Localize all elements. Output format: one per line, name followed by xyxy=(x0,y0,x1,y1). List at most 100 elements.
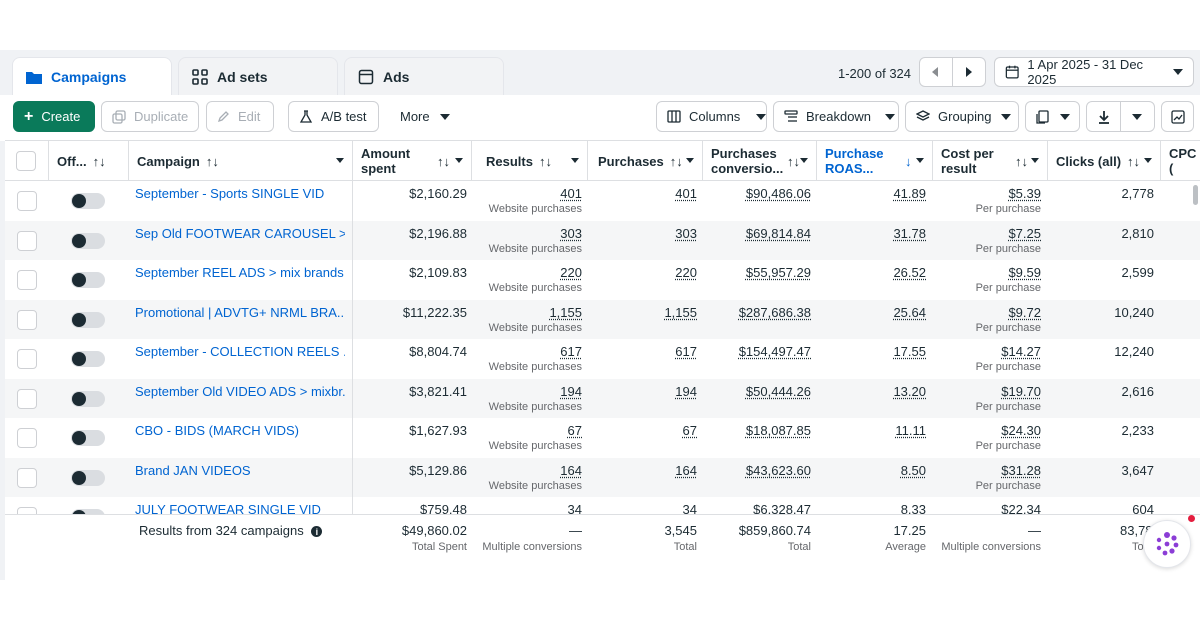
info-icon[interactable]: i xyxy=(311,526,323,538)
row-checkbox[interactable] xyxy=(17,428,37,448)
column-label: Clicks (all) xyxy=(1056,153,1122,169)
campaign-name-link[interactable]: Sep Old FOOTWEAR CAROUSEL > ... xyxy=(135,225,345,241)
campaign-name-link[interactable]: September Old VIDEO ADS > mixbr... xyxy=(135,383,345,399)
cell-results: 1,155 xyxy=(549,304,582,320)
toggle-knob xyxy=(72,312,86,327)
table-row[interactable]: September Old VIDEO ADS > mixbr... $3,821… xyxy=(5,378,1200,418)
campaign-name-link[interactable]: Brand JAN VIDEOS xyxy=(135,462,251,478)
campaign-name-link[interactable]: JULY FOOTWEAR SINGLE VID xyxy=(135,502,321,517)
export-button[interactable] xyxy=(1086,101,1155,132)
assistant-button[interactable] xyxy=(1143,520,1191,568)
cell-conv: $287,686.38 xyxy=(738,304,811,320)
charts-button[interactable] xyxy=(1161,101,1194,132)
notification-dot xyxy=(1188,515,1195,522)
cell-results: 303 xyxy=(560,225,582,241)
table-row[interactable]: September REEL ADS > mix brands $2,109.83… xyxy=(5,260,1200,300)
vertical-scrollbar[interactable] xyxy=(1193,185,1198,205)
total-cost-per-result: — xyxy=(1028,523,1041,538)
grouping-button[interactable]: Grouping xyxy=(905,101,1019,132)
cell-results-sublabel: Website purchases xyxy=(488,361,582,373)
next-page-button[interactable] xyxy=(952,57,986,87)
tab-ads[interactable]: Ads xyxy=(344,57,504,95)
table-row[interactable]: Promotional | ADVTG+ NRML BRA... $11,222.… xyxy=(5,299,1200,339)
campaign-toggle[interactable] xyxy=(71,351,105,367)
row-checkbox[interactable] xyxy=(17,191,37,211)
table-row[interactable]: September - COLLECTION REELS ... $8,804.7… xyxy=(5,339,1200,379)
ab-test-button[interactable]: A/B test xyxy=(288,101,379,132)
column-header-amount-spent[interactable]: Amount spent ↑↓ xyxy=(353,141,472,181)
chevron-down-icon xyxy=(1173,69,1183,75)
cell-conv: $6,328.47 xyxy=(753,502,811,517)
create-button[interactable]: + Create xyxy=(13,101,95,132)
cell-purchases: 617 xyxy=(675,344,697,359)
columns-icon xyxy=(667,110,681,123)
cell-cpr-sublabel: Per purchase xyxy=(975,282,1041,294)
column-header-off[interactable]: Off... ↑↓ xyxy=(49,141,129,181)
chevron-down-icon xyxy=(455,158,463,163)
date-range-picker[interactable]: 1 Apr 2025 - 31 Dec 2025 xyxy=(994,57,1194,87)
campaign-name-link[interactable]: September - COLLECTION REELS ... xyxy=(135,344,345,359)
cell-conv: $69,814.84 xyxy=(745,225,811,241)
columns-label: Columns xyxy=(689,109,741,124)
duplicate-button[interactable]: Duplicate xyxy=(101,101,199,132)
column-header-campaign[interactable]: Campaign ↑↓ xyxy=(129,141,353,181)
toggle-knob xyxy=(72,194,86,208)
campaign-toggle[interactable] xyxy=(71,390,105,407)
toggle-knob xyxy=(72,470,86,485)
table-header: Off... ↑↓ Campaign ↑↓ Amount spent ↑↓ Res… xyxy=(5,141,1200,181)
cell-spent: $1,627.93 xyxy=(409,423,467,438)
columns-button[interactable]: Columns xyxy=(656,101,767,132)
column-header-cost-per-result[interactable]: Cost per result ↑↓ xyxy=(933,141,1048,181)
edit-button[interactable]: Edit xyxy=(206,101,274,132)
column-header-results[interactable]: Results ↑↓ xyxy=(472,141,588,181)
row-checkbox[interactable] xyxy=(17,467,37,488)
row-checkbox[interactable] xyxy=(17,309,37,330)
flask-icon xyxy=(299,109,313,124)
row-checkbox[interactable] xyxy=(17,349,37,369)
campaign-toggle[interactable] xyxy=(71,193,105,209)
campaign-name-link[interactable]: CBO - BIDS (MARCH VIDS) xyxy=(135,423,299,438)
calendar-icon xyxy=(1005,65,1019,79)
table-row[interactable]: September - Sports SINGLE VID $2,160.29 40… xyxy=(5,181,1200,221)
campaign-toggle[interactable] xyxy=(71,272,105,288)
sort-icon: ↑↓ xyxy=(205,153,219,169)
cell-conv: $90,486.06 xyxy=(745,186,811,201)
date-range-label: 1 Apr 2025 - 31 Dec 2025 xyxy=(1027,57,1144,87)
select-all-checkbox[interactable] xyxy=(16,151,36,171)
pencil-icon xyxy=(217,110,230,123)
campaign-name-link[interactable]: Promotional | ADVTG+ NRML BRA... xyxy=(135,304,345,320)
column-header-purchases[interactable]: Purchases ↑↓ xyxy=(588,141,703,181)
cell-clicks: 2,810 xyxy=(1121,225,1154,241)
column-header-clicks[interactable]: Clicks (all) ↑↓ xyxy=(1048,141,1161,181)
campaign-toggle[interactable] xyxy=(71,469,105,486)
toggle-knob xyxy=(72,233,86,248)
cell-roas: 31.78 xyxy=(893,225,926,241)
breakdown-button[interactable]: Breakdown xyxy=(773,101,899,132)
cell-purchases: 1,155 xyxy=(664,304,697,320)
reports-button[interactable] xyxy=(1025,101,1080,132)
row-checkbox[interactable] xyxy=(17,270,37,290)
table-row[interactable]: Sep Old FOOTWEAR CAROUSEL > ... $2,196.88… xyxy=(5,220,1200,260)
total-results: — xyxy=(569,523,582,538)
campaign-toggle[interactable] xyxy=(71,232,105,249)
breakdown-label: Breakdown xyxy=(806,109,872,124)
column-header-purchases-conversion[interactable]: Purchases conversio... ↑↓ xyxy=(703,141,817,181)
campaign-toggle[interactable] xyxy=(71,311,105,328)
table-row[interactable]: Brand JAN VIDEOS $5,129.86 164 Website purc… xyxy=(5,457,1200,497)
campaign-toggle[interactable] xyxy=(71,430,105,446)
column-header-cpc[interactable]: CPC ( xyxy=(1161,141,1200,181)
previous-page-button[interactable] xyxy=(919,57,953,87)
more-button[interactable]: More xyxy=(390,101,460,132)
row-checkbox[interactable] xyxy=(17,230,37,251)
folder-icon xyxy=(25,68,43,86)
column-header-purchase-roas[interactable]: Purchase ROAS... ↓ xyxy=(817,141,933,181)
cell-cpr-sublabel: Per purchase xyxy=(975,361,1041,373)
tab-ad-sets[interactable]: Ad sets xyxy=(178,57,338,95)
chevron-down-icon xyxy=(686,158,694,163)
row-checkbox[interactable] xyxy=(17,388,37,409)
average-roas: 17.25 xyxy=(893,523,926,538)
campaign-name-link[interactable]: September REEL ADS > mix brands xyxy=(135,265,344,280)
campaign-name-link[interactable]: September - Sports SINGLE VID xyxy=(135,186,325,201)
tab-campaigns[interactable]: Campaigns xyxy=(12,57,172,95)
table-row[interactable]: CBO - BIDS (MARCH VIDS) $1,627.93 67 Websit… xyxy=(5,418,1200,458)
